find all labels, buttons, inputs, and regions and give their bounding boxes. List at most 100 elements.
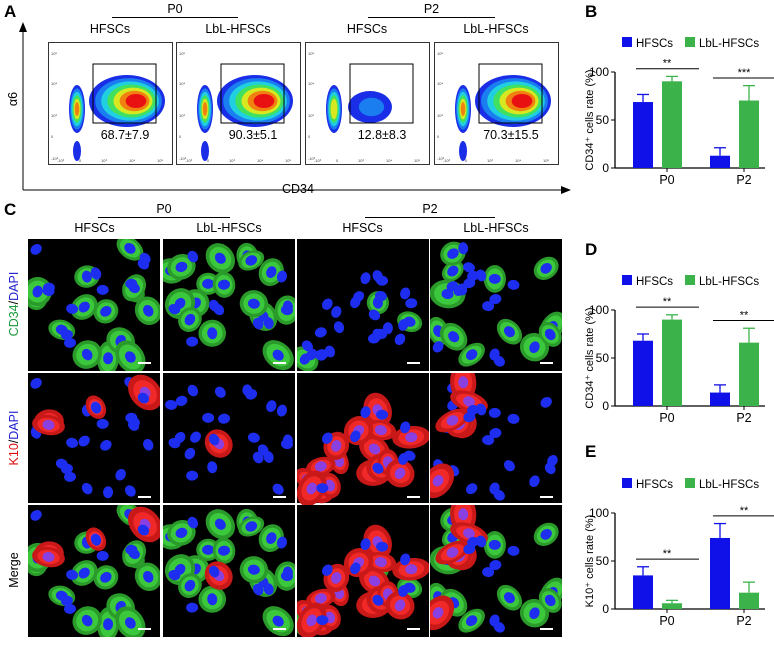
y-tick-label: 100 (589, 506, 609, 520)
legend-swatch-hfscs (622, 478, 632, 488)
group-line (365, 217, 495, 218)
group-label-p0: P0 (156, 202, 172, 216)
x-axis-label: CD34 (282, 182, 314, 196)
group-label-p0: P0 (167, 2, 183, 16)
fluorescence-image (156, 239, 300, 371)
row-label: CD34/DAPI (7, 239, 21, 369)
bar-lbl-hfscs (662, 603, 682, 609)
svg-text:-10³: -10³ (57, 158, 65, 163)
y-tick-label: 0 (602, 602, 609, 616)
svg-text:10⁵: 10⁵ (51, 51, 57, 56)
row-label-part: DAPI (7, 410, 21, 440)
group-label-p2: P2 (423, 2, 440, 16)
flow-plot: 10⁵ 10⁴ 10³ 0 -10³ -10³ 0 10³ 10⁴ 10⁵ 12.8±8.3 (305, 42, 430, 165)
legend-swatch-lbl (685, 37, 695, 47)
panel-b-label: B (585, 2, 598, 21)
fluorescence-image (23, 502, 163, 642)
x-tick-label: P0 (659, 614, 674, 628)
svg-text:10⁴: 10⁴ (179, 81, 185, 86)
svg-text:-10³: -10³ (51, 156, 59, 161)
row-label: K10/DAPI (7, 373, 21, 503)
svg-text:10⁴: 10⁴ (257, 158, 263, 163)
bar-lbl-hfscs (739, 342, 759, 406)
svg-text:-10³: -10³ (185, 158, 193, 163)
sample-label: LbL-HFSCs (205, 22, 271, 36)
legend-swatch-hfscs (622, 275, 632, 285)
significance-stars: ** (663, 58, 672, 70)
svg-text:10⁴: 10⁴ (129, 158, 135, 163)
svg-text:10⁴: 10⁴ (437, 81, 443, 86)
svg-text:10³: 10³ (229, 158, 235, 163)
svg-text:10³: 10³ (358, 158, 364, 163)
x-tick-label: P0 (659, 411, 674, 425)
legend-label: HFSCs (636, 479, 673, 491)
x-tick-label: P0 (659, 173, 674, 187)
svg-text:10⁵: 10⁵ (543, 158, 549, 163)
svg-text:10⁵: 10⁵ (437, 51, 443, 56)
gate-value: 90.3±5.1 (229, 128, 278, 142)
legend-swatch-lbl (685, 478, 695, 488)
row-label: Merge (7, 505, 21, 635)
sample-label: HFSCs (346, 22, 388, 36)
significance-stars: ** (740, 505, 749, 517)
bar-hfscs (710, 537, 730, 609)
svg-text:10⁵: 10⁵ (179, 51, 185, 56)
y-tick-label: 50 (596, 113, 610, 127)
svg-text:10⁵: 10⁵ (285, 158, 291, 163)
bar-lbl-hfscs (739, 100, 759, 168)
svg-text:10³: 10³ (437, 113, 443, 118)
svg-text:10³: 10³ (487, 158, 493, 163)
significance-stars: ** (740, 310, 749, 322)
panel-d-label: D (585, 240, 598, 259)
bar-lbl-hfscs (662, 81, 682, 168)
fluorescence-image (23, 236, 162, 376)
svg-text:0: 0 (336, 158, 339, 163)
svg-text:0: 0 (51, 134, 54, 139)
svg-text:10⁴: 10⁴ (515, 158, 521, 163)
svg-text:-10³: -10³ (443, 158, 451, 163)
svg-text:0: 0 (465, 158, 468, 163)
legend-label: HFSCs (636, 276, 673, 288)
sample-label: HFSCs (342, 221, 383, 235)
svg-text:-10³: -10³ (179, 156, 187, 161)
group-line (112, 17, 238, 18)
gate-value: 12.8±8.3 (358, 128, 407, 142)
svg-text:10³: 10³ (179, 113, 185, 118)
bar-lbl-hfscs (662, 319, 682, 406)
svg-text:-10³: -10³ (437, 156, 445, 161)
bar-hfscs (633, 102, 653, 168)
svg-text:10⁴: 10⁴ (51, 81, 57, 86)
sample-label: LbL-HFSCs (463, 22, 529, 36)
svg-text:10³: 10³ (101, 158, 107, 163)
svg-text:-10³: -10³ (308, 156, 316, 161)
fluorescence-image (422, 494, 566, 637)
svg-text:-10³: -10³ (314, 158, 322, 163)
fluorescence-image (291, 239, 429, 372)
row-label-part: / (7, 439, 21, 444)
svg-text:0: 0 (179, 134, 182, 139)
row-label-part: DAPI (7, 271, 21, 301)
flow-plot: 10⁵ 10⁴ 10³ 0 -10³ -10³ 0 10³ 10⁴ 10⁵ 68.7±7.9 (48, 42, 173, 165)
bar-hfscs (633, 575, 653, 609)
row-label-part: Merge (7, 552, 21, 588)
sample-label: LbL-HFSCs (196, 221, 262, 235)
arrow-right-icon (561, 186, 571, 194)
svg-text:0: 0 (308, 134, 311, 139)
fluorescence-image (427, 239, 566, 371)
gate (478, 63, 543, 124)
y-axis-label: K10⁺ cells rate (%) (584, 515, 596, 608)
legend-label: HFSCs (636, 38, 673, 50)
svg-text:10⁵: 10⁵ (308, 51, 314, 56)
fluorescence-image (295, 373, 431, 507)
svg-text:10⁵: 10⁵ (157, 158, 163, 163)
y-axis-label: CD34⁺ cells rate (%) (584, 307, 596, 408)
y-tick-label: 50 (596, 351, 610, 365)
bar-hfscs (710, 392, 730, 406)
legend-swatch-hfscs (622, 37, 632, 47)
y-axis-label: CD34⁺ cells rate (%) (584, 69, 596, 170)
panel-e-label: E (585, 442, 597, 461)
svg-text:0: 0 (437, 134, 440, 139)
legend-label: LbL-HFSCs (699, 479, 759, 491)
